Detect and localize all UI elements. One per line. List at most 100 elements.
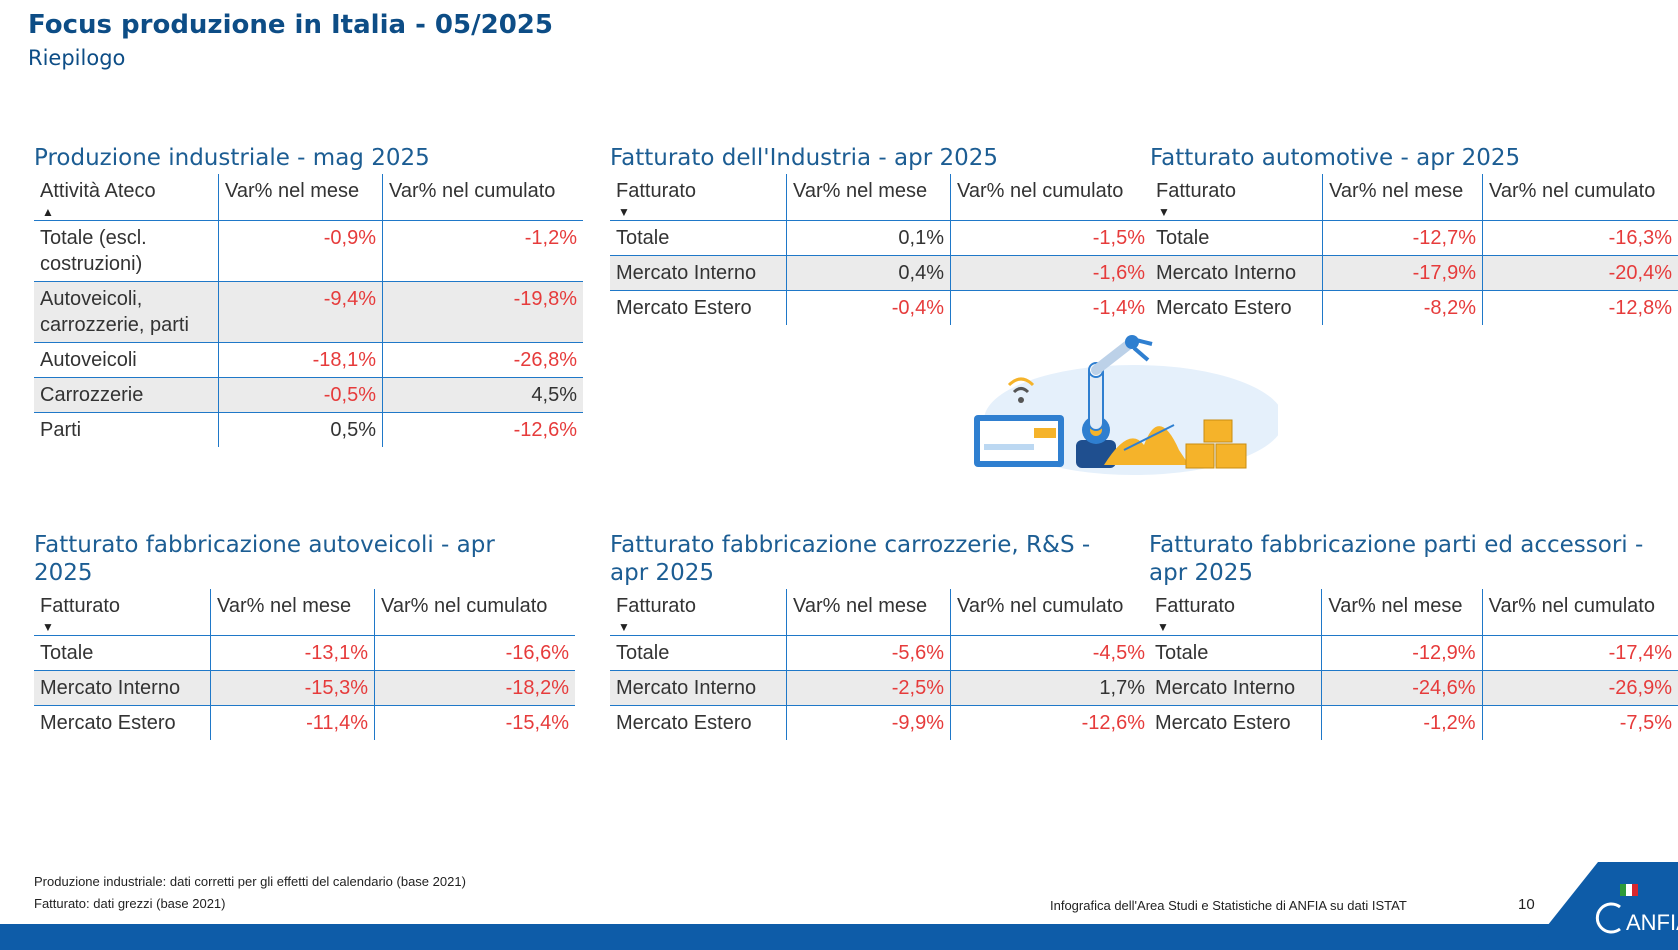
column-header-text: Var% nel cumulato <box>389 180 556 202</box>
table-row: Mercato Estero -11,4% -15,4% <box>34 705 575 740</box>
footnote-produzione: Produzione industriale: dati corretti pe… <box>34 874 466 889</box>
sort-descending-icon[interactable]: ▼ <box>1157 620 1169 634</box>
row-label: Mercato Estero <box>1150 290 1323 325</box>
column-header-value[interactable]: Var% nel cumulato <box>1481 589 1678 636</box>
column-header-value[interactable]: Var% nel mese <box>210 589 375 636</box>
table-row: Autoveicoli, carrozzerie, parti -9,4% -19,… <box>34 281 583 343</box>
column-header-value[interactable]: Var% nel mese <box>218 174 383 221</box>
column-header-value[interactable]: Var% nel mese <box>1321 589 1483 636</box>
column-header-label[interactable]: Fatturato ▼ <box>1150 174 1323 221</box>
table-row: Totale 0,1% -1,5% <box>610 220 1151 256</box>
column-header-value[interactable]: Var% nel cumulato <box>950 589 1151 636</box>
table-row: Parti 0,5% -12,6% <box>34 412 583 447</box>
value-month: 0,5% <box>218 412 383 447</box>
value-cumulative: -17,4% <box>1481 635 1678 671</box>
column-header-label[interactable]: Attività Ateco ▲ <box>34 174 219 221</box>
table-row: Mercato Interno -17,9% -20,4% <box>1150 255 1678 291</box>
panel-fatturato-automotive: Fatturato automotive - apr 2025 Fatturato… <box>1150 144 1678 325</box>
column-header-value[interactable]: Var% nel cumulato <box>950 174 1151 221</box>
value-month: -18,1% <box>218 342 383 378</box>
column-header-label[interactable]: Fatturato ▼ <box>34 589 211 636</box>
column-header-text: Var% nel mese <box>225 180 360 202</box>
value-month: -11,4% <box>210 705 375 740</box>
value-month: -0,5% <box>218 377 383 413</box>
row-label: Mercato Interno <box>1149 670 1322 706</box>
sort-descending-icon[interactable]: ▼ <box>618 620 630 634</box>
panel-fatturato-parti: Fatturato fabbricazione parti ed accesso… <box>1149 531 1678 740</box>
logo-text: ANFIA <box>1626 910 1678 935</box>
row-label: Totale <box>610 220 787 256</box>
value-cumulative: -7,5% <box>1481 705 1678 740</box>
column-header-value[interactable]: Var% nel mese <box>1322 174 1483 221</box>
column-header-value[interactable]: Var% nel cumulato <box>382 174 583 221</box>
value-month: -8,2% <box>1322 290 1483 325</box>
table-row: Totale -13,1% -16,6% <box>34 635 575 671</box>
value-month: -0,9% <box>218 220 383 282</box>
table-row: Mercato Estero -9,9% -12,6% <box>610 705 1151 740</box>
panel-produzione-industriale: Produzione industriale - mag 2025 Attivit… <box>34 144 583 447</box>
sort-ascending-icon[interactable]: ▲ <box>42 205 54 219</box>
value-cumulative: -20,4% <box>1481 255 1678 291</box>
row-label: Autoveicoli, carrozzerie, parti <box>34 281 219 343</box>
panel-fatturato-carrozzerie: Fatturato fabbricazione carrozzerie, R&S… <box>610 531 1151 740</box>
value-month: -1,2% <box>1321 705 1483 740</box>
value-cumulative: -16,6% <box>374 635 575 671</box>
value-month: -9,4% <box>218 281 383 343</box>
table-row: Mercato Interno -15,3% -18,2% <box>34 670 575 706</box>
table-row: Mercato Estero -8,2% -12,8% <box>1150 290 1678 325</box>
column-header-text: Var% nel cumulato <box>957 595 1124 617</box>
value-cumulative: -12,6% <box>950 705 1151 740</box>
value-cumulative: -18,2% <box>374 670 575 706</box>
row-label: Mercato Interno <box>34 670 211 706</box>
sort-descending-icon[interactable]: ▼ <box>42 620 54 634</box>
data-table: Fatturato ▼ Var% nel mese Var% nel cumulato… <box>610 174 1151 325</box>
value-cumulative: -1,6% <box>950 255 1151 291</box>
column-header-text: Var% nel cumulato <box>381 595 548 617</box>
column-header-text: Var% nel cumulato <box>1488 595 1655 617</box>
row-label: Totale <box>1149 635 1322 671</box>
row-label: Mercato Interno <box>610 255 787 291</box>
column-header-text: Fatturato <box>1155 595 1236 617</box>
table-row: Totale -12,9% -17,4% <box>1149 635 1678 671</box>
row-label: Totale <box>1150 220 1323 256</box>
panel-title: Fatturato dell'Industria - apr 2025 <box>610 145 999 171</box>
data-table: Fatturato ▼ Var% nel mese Var% nel cumulato… <box>34 589 575 740</box>
panel-title: Produzione industriale - mag 2025 <box>34 145 430 171</box>
page-subtitle: Riepilogo <box>28 46 126 70</box>
column-header-text: Fatturato <box>616 595 697 617</box>
value-cumulative: -1,2% <box>382 220 583 282</box>
value-cumulative: 4,5% <box>382 377 583 413</box>
row-label: Mercato Estero <box>610 290 787 325</box>
table-row: Mercato Interno -2,5% 1,7% <box>610 670 1151 706</box>
column-header-value[interactable]: Var% nel cumulato <box>1481 174 1678 221</box>
row-label: Totale (escl. costruzioni) <box>34 220 219 282</box>
value-cumulative: -26,9% <box>1481 670 1678 706</box>
row-label: Autoveicoli <box>34 342 219 378</box>
sort-descending-icon[interactable]: ▼ <box>1158 205 1170 219</box>
sort-descending-icon[interactable]: ▼ <box>618 205 630 219</box>
page-title: Focus produzione in Italia - 05/2025 <box>28 10 553 40</box>
column-header-text: Fatturato <box>1156 180 1237 202</box>
row-label: Totale <box>610 635 787 671</box>
column-header-value[interactable]: Var% nel cumulato <box>374 589 575 636</box>
column-header-label[interactable]: Fatturato ▼ <box>610 589 787 636</box>
column-header-value[interactable]: Var% nel mese <box>786 174 951 221</box>
column-header-label[interactable]: Fatturato ▼ <box>1149 589 1322 636</box>
data-table: Fatturato ▼ Var% nel mese Var% nel cumulato… <box>1149 589 1678 740</box>
value-cumulative: 1,7% <box>950 670 1151 706</box>
column-header-value[interactable]: Var% nel mese <box>786 589 951 636</box>
row-label: Carrozzerie <box>34 377 219 413</box>
column-header-text: Var% nel mese <box>793 595 928 617</box>
value-cumulative: -12,6% <box>382 412 583 447</box>
value-month: 0,4% <box>786 255 951 291</box>
table-row: Mercato Interno 0,4% -1,6% <box>610 255 1151 291</box>
value-cumulative: -4,5% <box>950 635 1151 671</box>
table-row: Mercato Interno -24,6% -26,9% <box>1149 670 1678 706</box>
value-cumulative: -19,8% <box>382 281 583 343</box>
anfia-logo: ANFIA <box>1528 862 1678 950</box>
table-row: Mercato Estero -0,4% -1,4% <box>610 290 1151 325</box>
column-header-label[interactable]: Fatturato ▼ <box>610 174 787 221</box>
value-month: -2,5% <box>786 670 951 706</box>
table-row: Totale -12,7% -16,3% <box>1150 220 1678 256</box>
table-row: Autoveicoli -18,1% -26,8% <box>34 342 583 378</box>
